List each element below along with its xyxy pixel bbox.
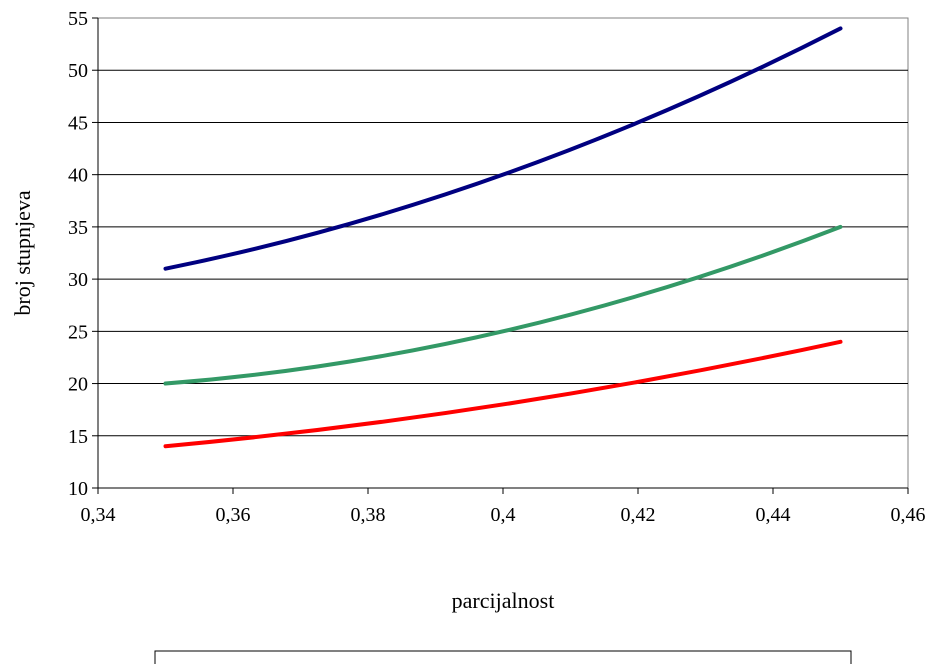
legend-entries: 6000 okr/min 7500 okr/min 9000 okr/min xyxy=(209,661,789,664)
y-tick-label: 50 xyxy=(68,60,88,82)
x-tick-label: 0,34 xyxy=(81,504,116,526)
y-tick-label: 10 xyxy=(68,478,88,500)
y-tick-label: 30 xyxy=(68,269,88,291)
y-tick-label: 25 xyxy=(68,321,88,343)
legend-label: 7500 okr/min xyxy=(439,661,558,664)
series-line xyxy=(163,224,843,386)
plot-area: 10 15 20 25 30 35 40 45 50 55 0,34 0,36 0,38 0,4 0,42 0… xyxy=(68,8,926,526)
x-tick-label: 0,36 xyxy=(216,504,251,526)
x-tick-label: 0,46 xyxy=(891,504,926,526)
legend-label: 6000 okr/min xyxy=(209,661,328,664)
axes: 10 15 20 25 30 35 40 45 50 55 0,34 0,36 0,38 0,4 0,42 0… xyxy=(68,8,926,526)
y-axis-title: broj stupnjeva xyxy=(10,190,35,315)
plot-frame xyxy=(97,17,909,489)
series-line xyxy=(163,339,843,449)
y-tick-label: 35 xyxy=(68,217,88,239)
series-lines xyxy=(163,26,843,449)
y-tick-label: 55 xyxy=(68,8,88,30)
legend-frame xyxy=(154,650,852,664)
x-axis-title: parcijalnost xyxy=(452,588,555,613)
x-tick-label: 0,42 xyxy=(621,504,656,526)
y-tick-label: 15 xyxy=(68,426,88,448)
x-tick-label: 0,4 xyxy=(491,504,516,526)
x-tick-label: 0,38 xyxy=(351,504,386,526)
y-tick-label: 20 xyxy=(68,374,88,396)
series-line xyxy=(163,26,843,271)
legend: 6000 okr/min 7500 okr/min 9000 okr/min xyxy=(154,650,852,664)
x-tick-label: 0,44 xyxy=(756,504,791,526)
legend-label: 9000 okr/min xyxy=(670,661,789,664)
y-tick-label: 40 xyxy=(68,165,88,187)
y-tick-label: 45 xyxy=(68,112,88,134)
